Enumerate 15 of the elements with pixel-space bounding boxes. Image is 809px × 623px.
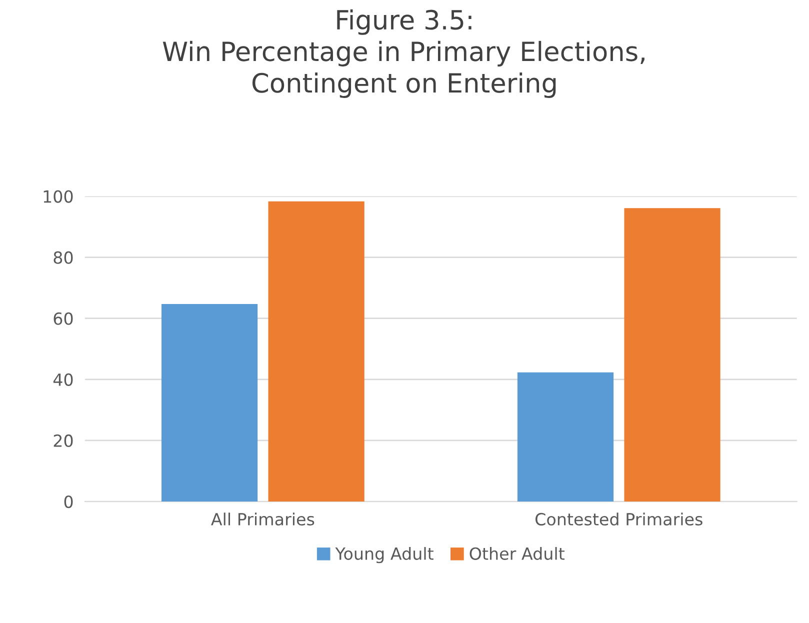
legend-label: Other Adult [470, 547, 564, 560]
x-tick-label: Contested Primaries [536, 512, 702, 526]
y-tick-label: 100 [44, 190, 73, 203]
legend-label: Young Adult [335, 547, 434, 564]
chart-title: Figure 3.5: Win Percentage in Primary Elections, Contingent on Entering [162, 9, 644, 98]
bar [517, 372, 614, 502]
y-tick-label: 20 [54, 434, 73, 448]
y-tick-label: 0 [64, 495, 73, 508]
bar [161, 304, 258, 502]
y-tick-label: 80 [54, 251, 73, 264]
bar [268, 201, 364, 502]
bar [624, 208, 720, 502]
y-tick-label: 60 [54, 312, 73, 325]
x-tick-label: All Primaries [211, 512, 314, 526]
y-tick-label: 40 [53, 373, 73, 386]
